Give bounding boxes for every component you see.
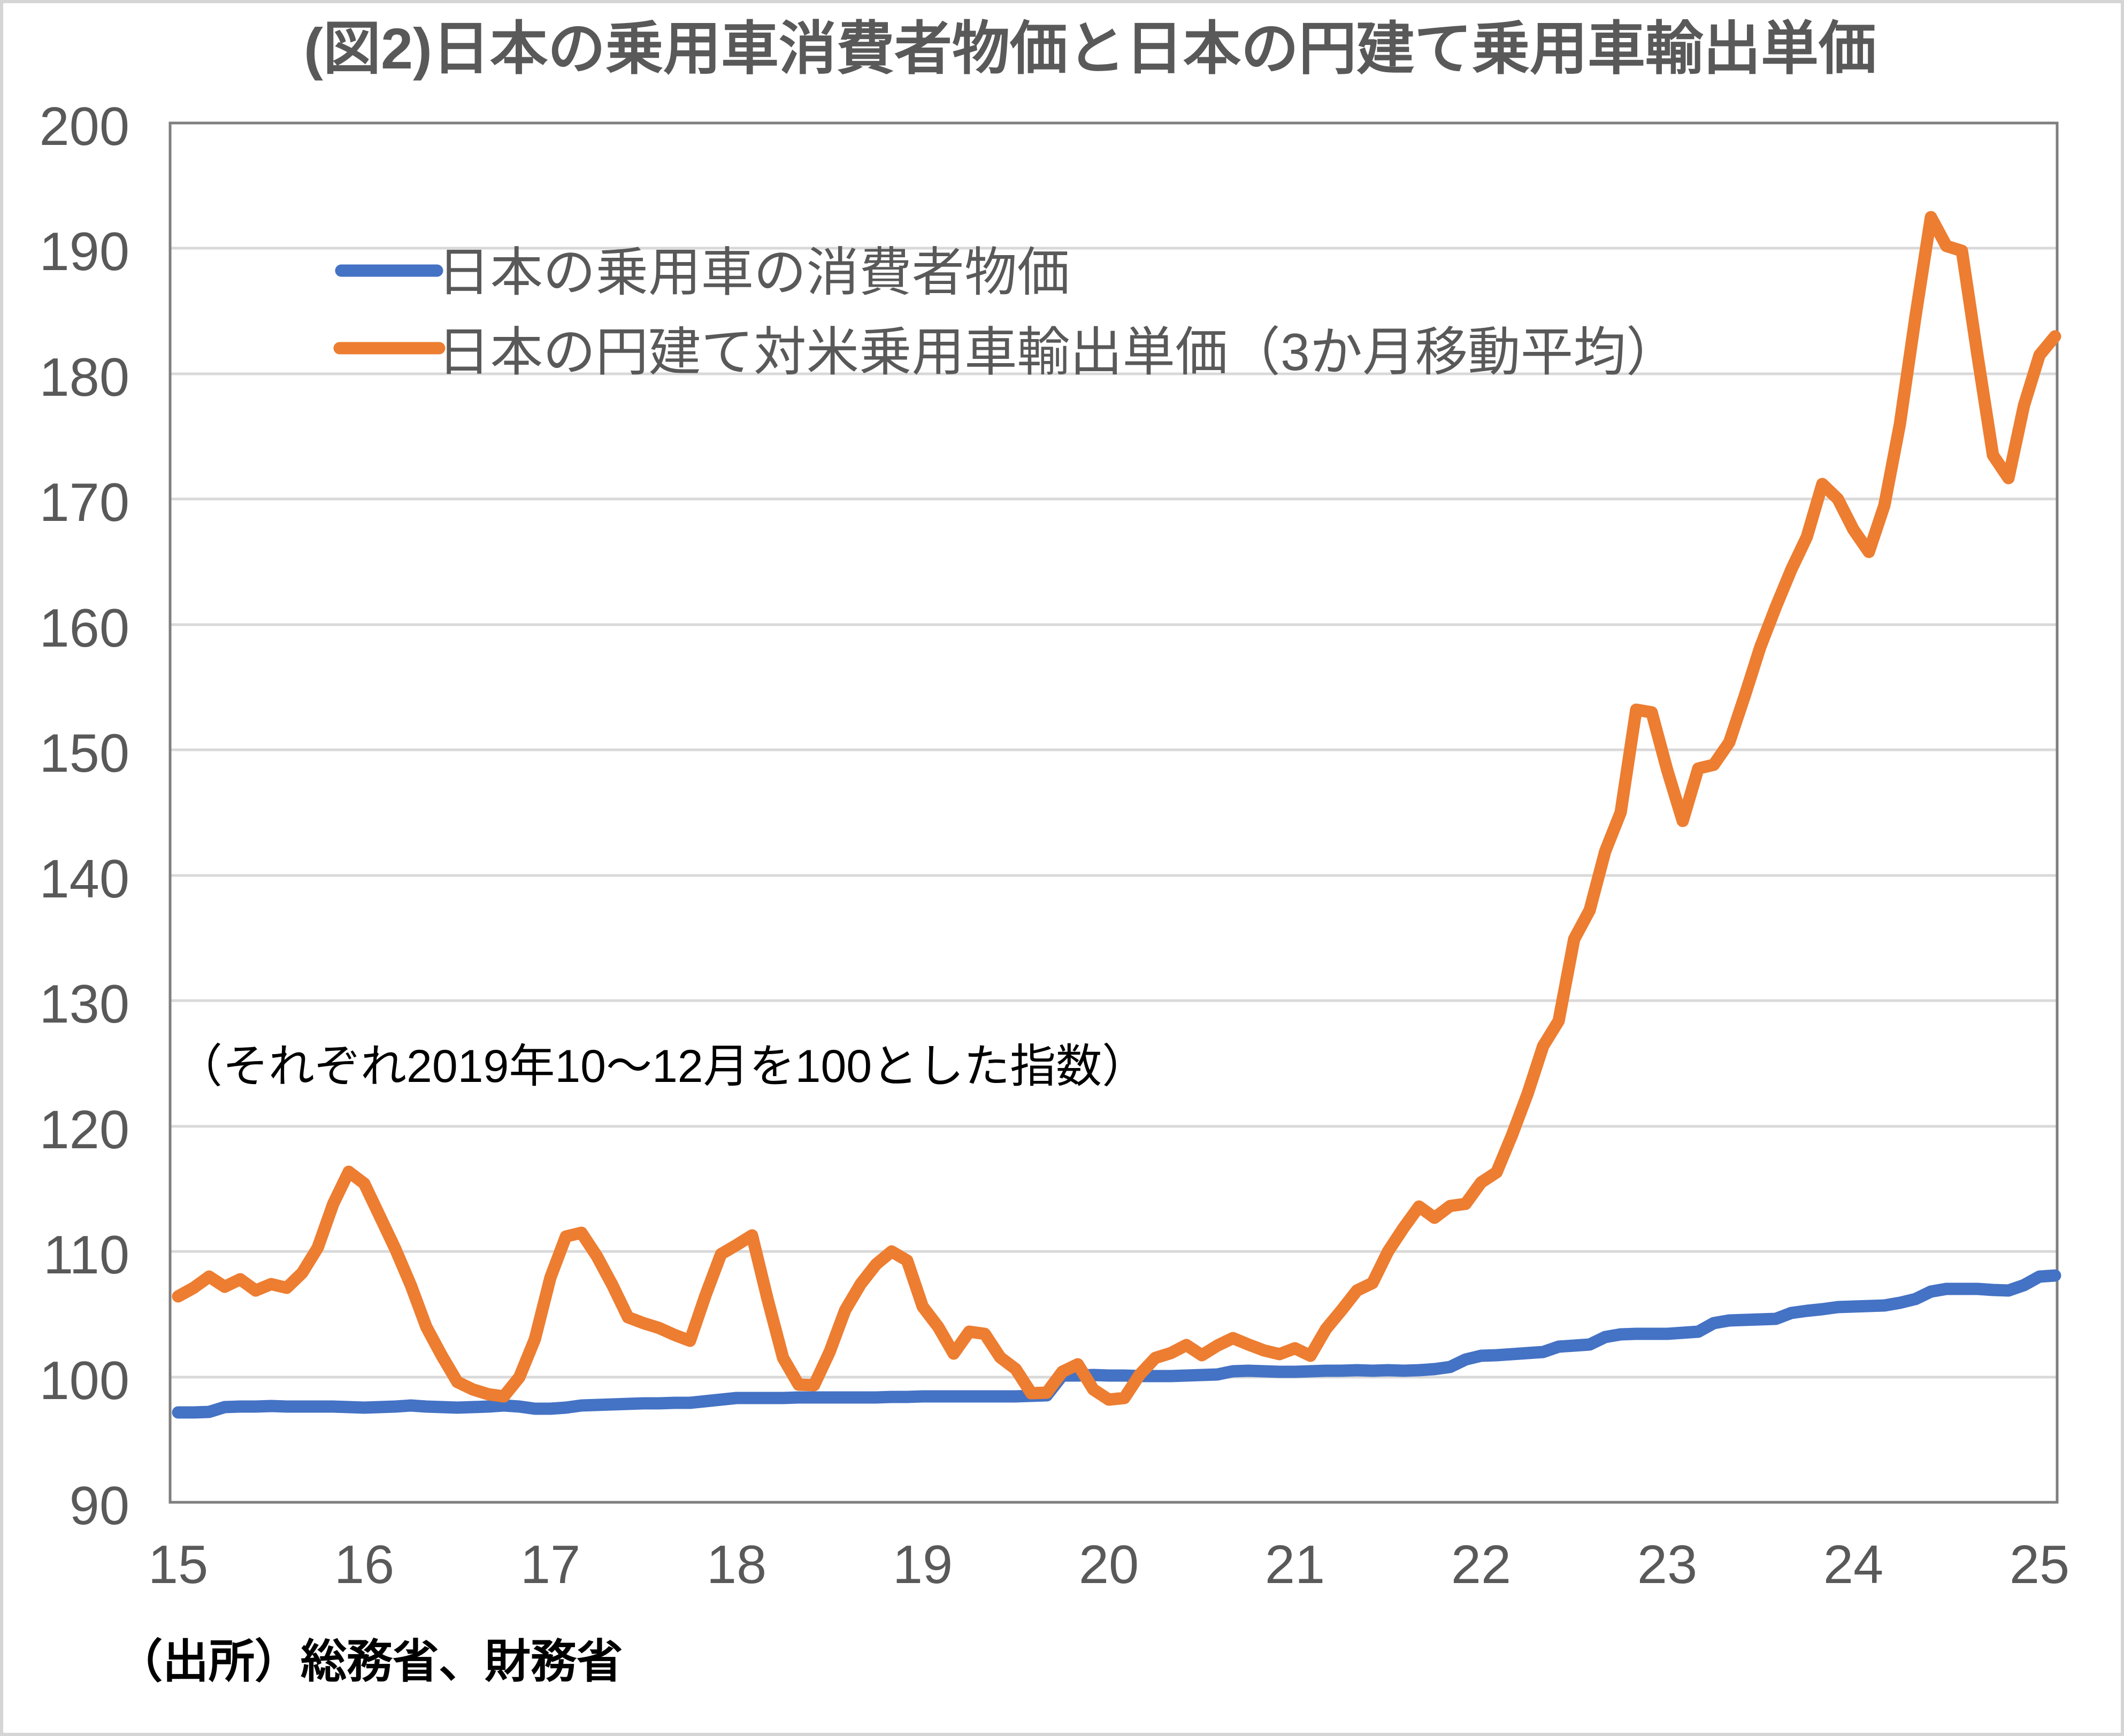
svg-text:110: 110 <box>43 1225 129 1285</box>
svg-text:25: 25 <box>2010 1535 2069 1595</box>
svg-text:（それぞれ2019年10～12月を100とした指数）: （それぞれ2019年10～12月を100とした指数） <box>177 1041 1148 1092</box>
svg-text:24: 24 <box>1823 1535 1883 1595</box>
svg-text:190: 190 <box>39 222 129 282</box>
svg-text:18: 18 <box>707 1535 766 1595</box>
svg-text:160: 160 <box>39 598 129 658</box>
svg-text:19: 19 <box>893 1535 953 1595</box>
svg-text:（出所）総務省、財務省: （出所）総務省、財務省 <box>117 1636 623 1687</box>
svg-text:22: 22 <box>1451 1535 1511 1595</box>
svg-text:日本の乗用車の消費者物価: 日本の乗用車の消費者物価 <box>438 243 1070 302</box>
svg-text:100: 100 <box>39 1351 129 1411</box>
svg-text:(図2)日本の乗用車消費者物価と日本の円建て乗用車輸出単価: (図2)日本の乗用車消費者物価と日本の円建て乗用車輸出単価 <box>304 16 1876 81</box>
svg-text:17: 17 <box>520 1535 580 1595</box>
svg-text:140: 140 <box>39 849 129 909</box>
svg-text:16: 16 <box>334 1535 394 1595</box>
svg-text:15: 15 <box>148 1535 208 1595</box>
svg-text:120: 120 <box>39 1100 129 1160</box>
svg-text:170: 170 <box>39 473 129 533</box>
svg-text:日本の円建て対米乗用車輸出単価（3か月移動平均）: 日本の円建て対米乗用車輸出単価（3か月移動平均） <box>438 322 1678 381</box>
svg-text:150: 150 <box>39 724 129 783</box>
svg-text:23: 23 <box>1637 1535 1697 1595</box>
svg-text:200: 200 <box>39 97 129 157</box>
svg-text:20: 20 <box>1079 1535 1139 1595</box>
svg-text:130: 130 <box>39 974 129 1034</box>
svg-text:90: 90 <box>70 1476 129 1536</box>
svg-text:180: 180 <box>39 348 129 408</box>
svg-text:21: 21 <box>1265 1535 1325 1595</box>
